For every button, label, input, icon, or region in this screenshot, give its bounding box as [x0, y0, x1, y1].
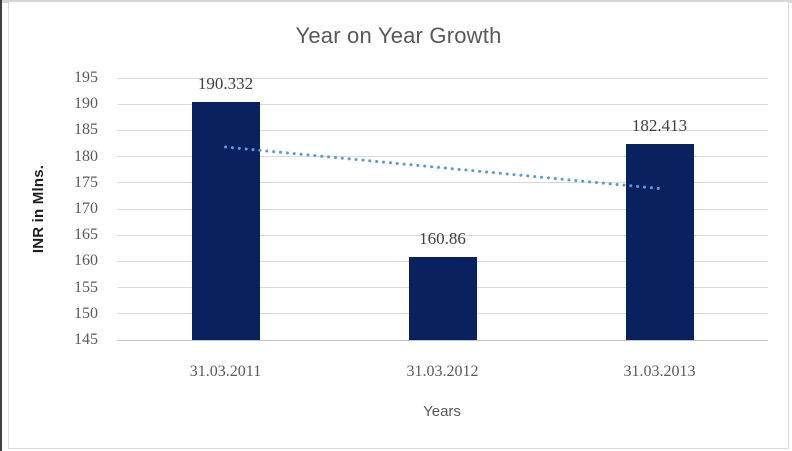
y-axis-tick-label: 170 [74, 200, 98, 217]
gridline [117, 208, 768, 210]
bar-data-label: 160.86 [419, 228, 466, 248]
trendline-layer [224, 145, 661, 191]
x-axis-tick-label: 31.03.2012 [406, 363, 479, 380]
window-left-edge [0, 0, 2, 451]
gridline [117, 234, 768, 236]
bar-series-column[interactable] [625, 143, 694, 340]
bar-data-label: 182.413 [631, 115, 688, 135]
gridline [117, 129, 768, 131]
bar-series-column[interactable] [191, 102, 260, 340]
bar-data-label: 190.332 [197, 74, 254, 94]
y-axis-tick-label: 150 [74, 304, 98, 322]
y-axis-tick-label: 175 [74, 173, 98, 191]
gridline [117, 339, 768, 341]
gridline [117, 77, 768, 79]
y-axis-tick-label: 155 [74, 278, 98, 296]
x-axis-tick-label: 31.03.2013 [623, 363, 696, 380]
x-axis-tick-label: 31.03.2011 [189, 363, 262, 380]
y-axis-tick-label: 190 [74, 95, 98, 113]
linear-trendline[interactable] [224, 145, 661, 191]
gridline [117, 182, 768, 184]
gridline [117, 103, 768, 105]
bar-series-column[interactable] [408, 256, 477, 340]
gridline [117, 156, 768, 158]
x-axis-title: Years [423, 403, 461, 420]
y-axis-tick-label: 160 [74, 252, 98, 270]
y-axis-tick-label: 165 [74, 226, 98, 244]
y-axis-tick-label: 195 [74, 69, 98, 86]
y-axis-tick-label: 185 [74, 121, 98, 139]
y-axis-tick-label: 180 [74, 147, 98, 165]
y-axis-tick-label: 145 [74, 331, 98, 348]
chart-title: Year on Year Growth [295, 23, 502, 48]
plot-area: 190.332 160.86 182.413 [117, 74, 768, 341]
